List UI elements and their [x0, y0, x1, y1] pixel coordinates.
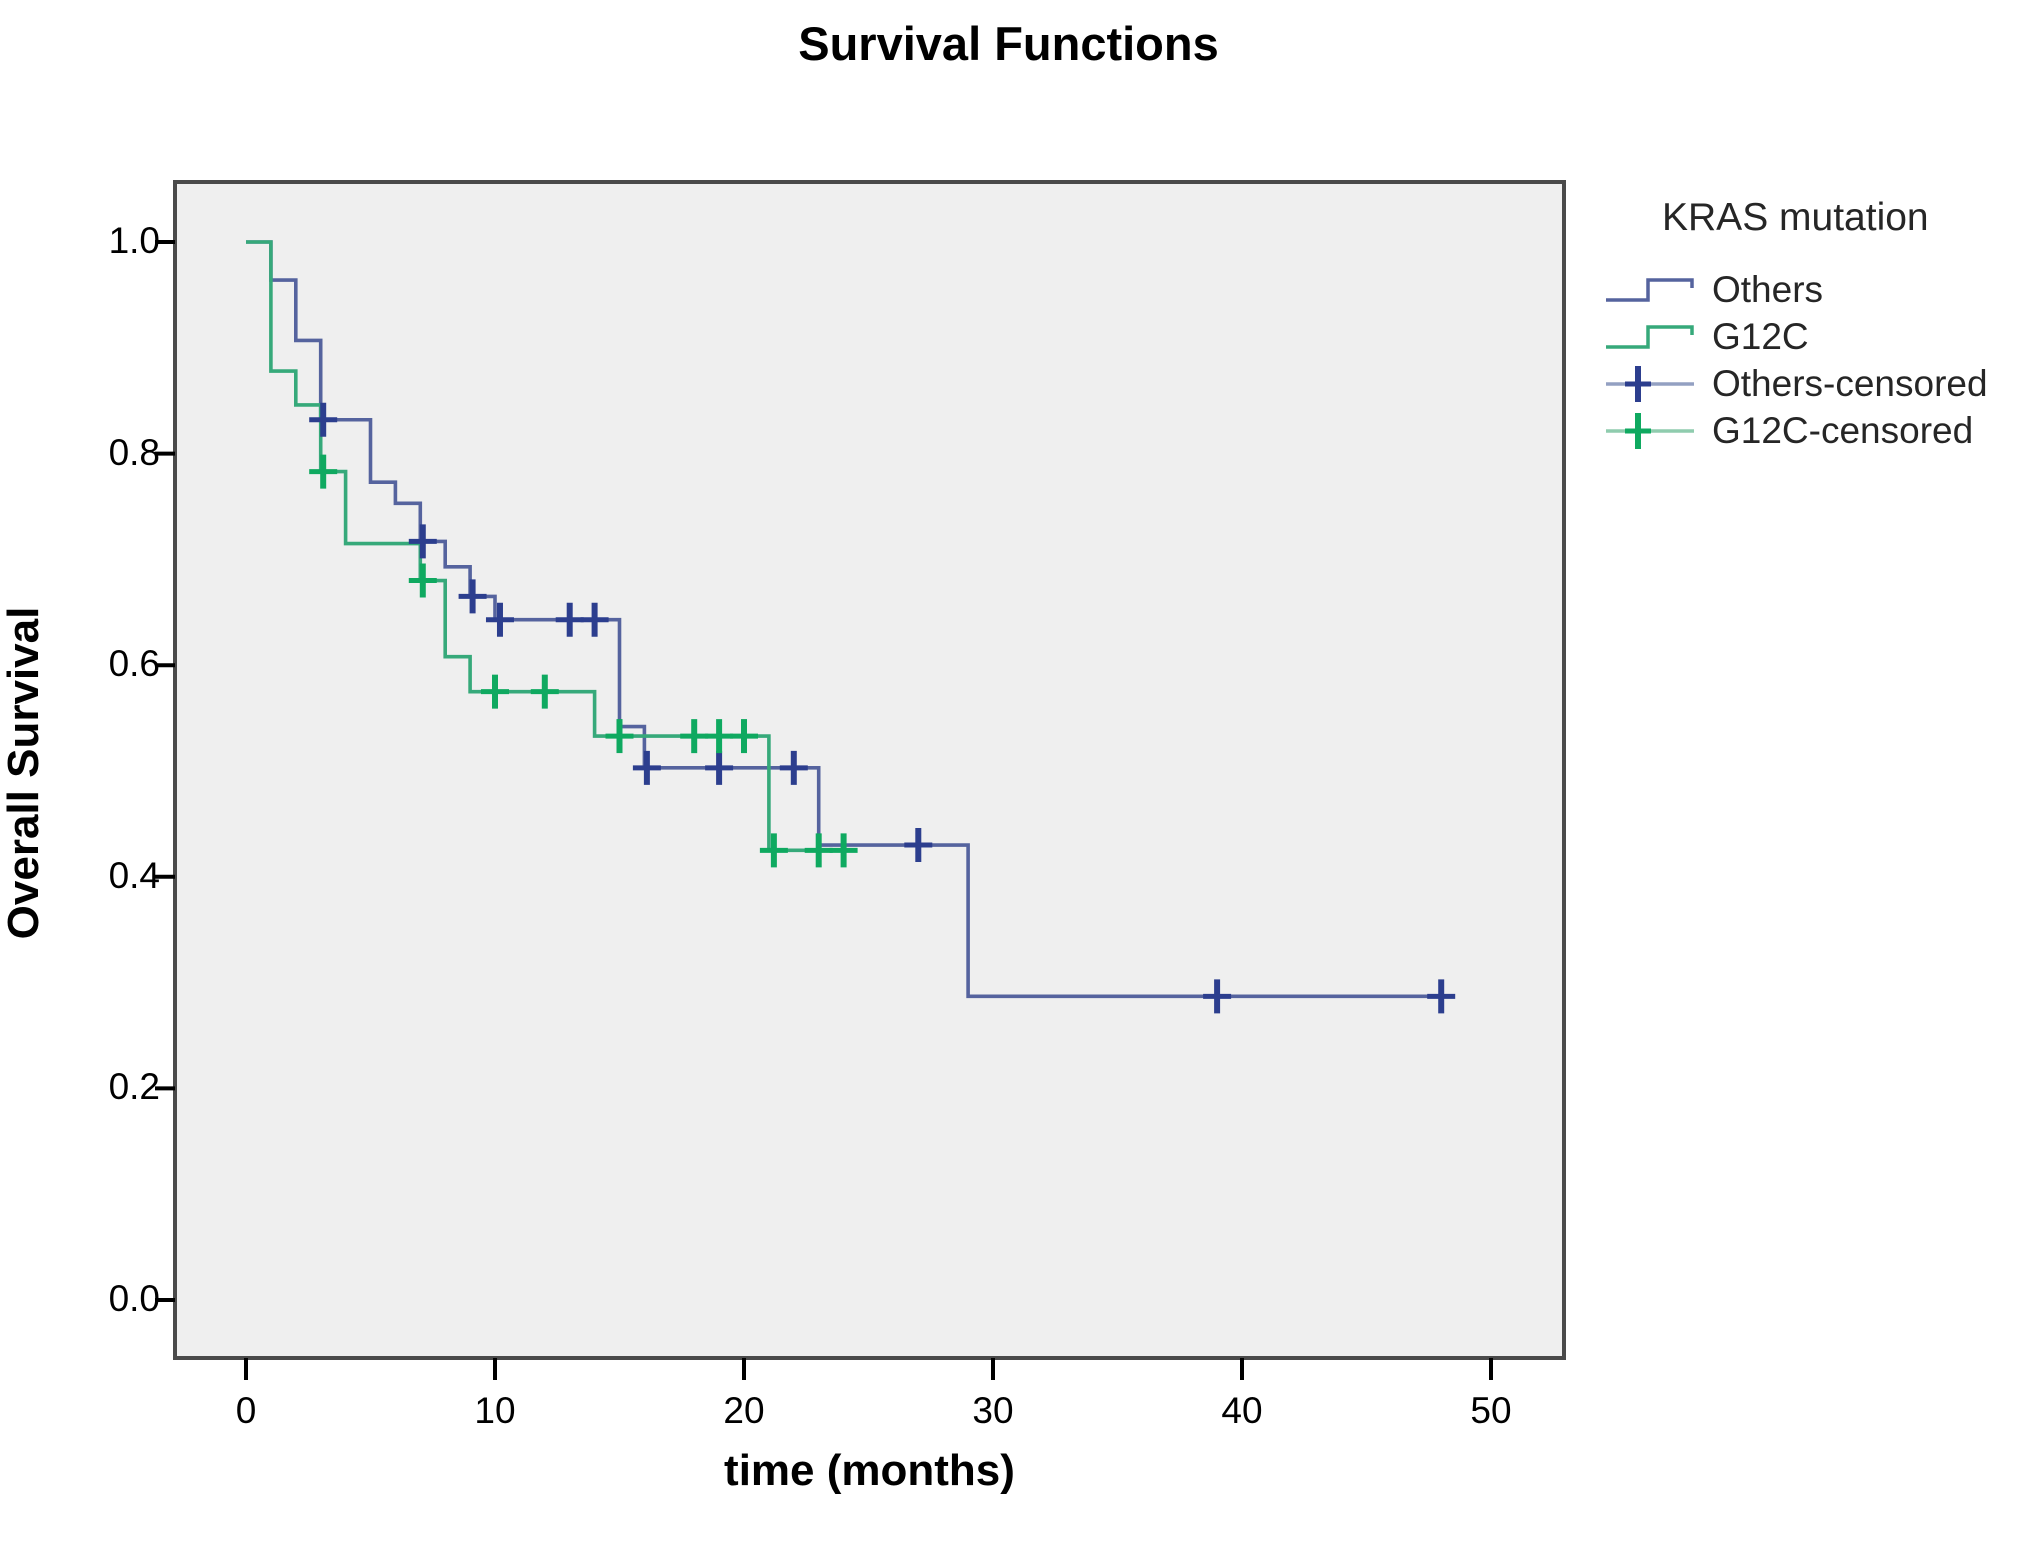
curve-legend-glyph — [1606, 277, 1694, 302]
others-censor-mark — [458, 579, 487, 614]
y-tick-label: 0.8 — [108, 431, 160, 473]
others-censor-mark — [779, 750, 808, 785]
x-tick-label: 40 — [1221, 1390, 1263, 1431]
y-tick-label: 0.6 — [108, 643, 160, 685]
censor-legend-glyph — [1606, 412, 1694, 449]
censor-marks — [309, 402, 1456, 1014]
y-tick-label: 0.2 — [108, 1066, 160, 1108]
g12c-censor-mark — [530, 674, 559, 709]
legend-item-others: Others — [1606, 266, 2016, 313]
legend-title: KRAS mutation — [1662, 196, 1929, 239]
g12c-censor-mark — [408, 563, 437, 598]
legend-item-label: Others — [1712, 268, 1824, 310]
x-tick-label: 20 — [723, 1390, 765, 1431]
others-censor-mark — [904, 828, 933, 863]
others-censor-mark — [580, 602, 609, 637]
legend-items: Others G12C Others-censored G12C-censored — [1606, 266, 2016, 454]
legend-item-others-censored: Others-censored — [1606, 360, 2016, 407]
chart-title: Survival Functions — [798, 17, 1219, 70]
curve-legend-glyph — [1606, 324, 1694, 349]
g12c-censor-mark — [605, 719, 634, 754]
others-censor-mark — [309, 402, 338, 437]
legend-item-label: Others-censored — [1712, 362, 1988, 404]
g12c-censor-mark — [705, 719, 734, 754]
x-tick-label: 10 — [474, 1390, 516, 1431]
legend-item-g12c: G12C — [1606, 313, 2016, 360]
y-tick-label: 0.0 — [108, 1278, 160, 1319]
others-censor-mark — [485, 602, 514, 637]
others-censor-mark — [705, 750, 734, 785]
legend-item-label: G12C-censored — [1712, 409, 1974, 451]
x-axis-label: time (months) — [724, 1446, 1015, 1495]
g12c-curve — [246, 240, 854, 853]
legend-item-label: G12C — [1712, 315, 1809, 357]
g12c-censor-mark — [309, 454, 338, 489]
others-censor-mark — [555, 602, 584, 637]
others-censor-mark — [1203, 979, 1232, 1014]
g12c-censor-mark — [804, 833, 833, 868]
y-tick-label: 0.4 — [108, 854, 160, 896]
axis-tick-marks — [155, 240, 1493, 1380]
others-censor-mark — [1427, 979, 1456, 1014]
plot-frame — [173, 180, 1566, 1360]
censor-legend-glyph — [1606, 365, 1694, 402]
others-censor-mark — [632, 750, 661, 785]
g12c-censor-mark — [759, 833, 788, 868]
legend: KRAS mutation Others G12C Others-censored G… — [1606, 196, 2016, 454]
g12c-censor-mark — [680, 719, 709, 754]
g12c-censor-mark — [481, 674, 509, 709]
x-tick-label: 30 — [972, 1390, 1014, 1431]
x-tick-label: 50 — [1470, 1390, 1512, 1431]
others-censor-mark — [408, 524, 437, 559]
g12c-censor-mark — [730, 719, 758, 754]
y-tick-label: 1.0 — [108, 220, 160, 261]
g12c-censor-mark — [829, 833, 858, 868]
legend-item-g12c-censored: G12C-censored — [1606, 407, 2016, 454]
x-tick-label: 0 — [235, 1390, 257, 1431]
